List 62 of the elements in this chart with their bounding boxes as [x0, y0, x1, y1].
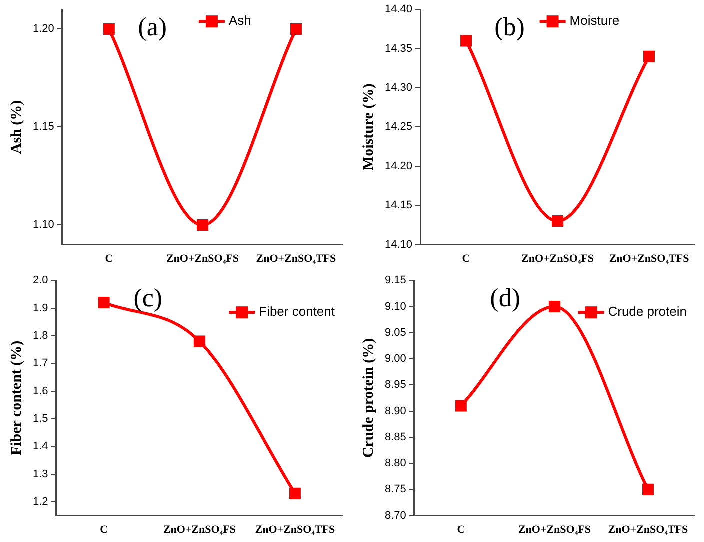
y-axis-title: Moisture (%) [360, 84, 377, 171]
point [552, 216, 564, 228]
y-tick-label: 1.5 [32, 412, 48, 425]
y-tick-label: 8.70 [384, 510, 406, 522]
y-tick-label: 1.15 [32, 121, 54, 134]
y-tick-label: 8.80 [384, 458, 406, 470]
point [455, 400, 467, 412]
annotation: (a) [138, 12, 168, 42]
y-tick-label: 1.10 [32, 219, 54, 232]
annotation: (d) [490, 283, 520, 312]
y-tick-label: 9.05 [384, 326, 406, 339]
y-tick-label: 14.15 [384, 200, 413, 212]
y-tick-label: 14.25 [384, 121, 413, 134]
y-axis-title: Crude protein (%) [360, 338, 377, 458]
y-tick-label: 14.30 [384, 82, 413, 94]
point [460, 35, 472, 47]
annotation: (c) [134, 283, 163, 312]
point [289, 488, 301, 500]
x-tick-label: C [105, 253, 114, 266]
point [548, 300, 560, 312]
y-tick-label: 1.6 [32, 385, 48, 398]
y-tick-label: 1.3 [32, 468, 48, 480]
x-tick-label: ZnO+ZnSO₄TFS [255, 524, 336, 536]
x-tick-label: ZnO+ZnSO₄FS [163, 524, 236, 536]
y-tick-label: 14.40 [384, 4, 413, 16]
y-tick-label: 14.10 [384, 238, 413, 251]
x-tick-label: ZnO+ZnSO₄FS [521, 253, 594, 266]
y-tick-label: 1.7 [32, 358, 48, 370]
x-tick-label: ZnO+ZnSO₄FS [518, 524, 591, 536]
y-tick-label: 1.2 [32, 496, 48, 508]
y-tick-label: 9.15 [384, 274, 406, 287]
x-tick-label: C [457, 524, 466, 536]
point [98, 296, 110, 308]
y-tick-label: 9.10 [384, 300, 406, 313]
point [642, 484, 654, 496]
x-tick-label: ZnO+ZnSO₄TFS [609, 253, 690, 266]
y-tick-label: 8.85 [384, 431, 406, 444]
y-tick-label: 8.75 [384, 484, 406, 496]
legend-label: Moisture [570, 13, 620, 28]
x-tick-label: ZnO+ZnSO₄TFS [608, 524, 688, 536]
y-axis-title: Fiber content (%) [8, 340, 25, 456]
y-tick-label: 14.35 [384, 42, 413, 55]
y-tick-label: 8.95 [384, 379, 406, 392]
y-tick-label: 1.20 [32, 23, 54, 36]
point [644, 50, 655, 62]
y-tick-label: 2.0 [32, 274, 48, 287]
y-tick-label: 1.4 [32, 440, 48, 453]
x-tick-label: C [100, 524, 108, 536]
y-axis-title: Ash (%) [8, 100, 25, 154]
legend-label: Ash [228, 13, 252, 28]
x-tick-label: ZnO+ZnSO₄TFS [256, 253, 336, 266]
y-tick-label: 9.00 [384, 353, 406, 366]
x-tick-label: C [462, 253, 470, 266]
annotation: (b) [494, 12, 525, 42]
legend-label: Crude protein [608, 304, 688, 320]
y-tick-label: 1.8 [32, 330, 48, 342]
x-tick-label: ZnO+ZnSO₄FS [166, 253, 239, 266]
legend-label: Fiber content [259, 304, 336, 320]
point [194, 336, 206, 348]
y-tick-label: 14.20 [384, 160, 413, 172]
y-tick-label: 1.9 [32, 302, 48, 314]
y-tick-label: 8.90 [384, 405, 406, 418]
